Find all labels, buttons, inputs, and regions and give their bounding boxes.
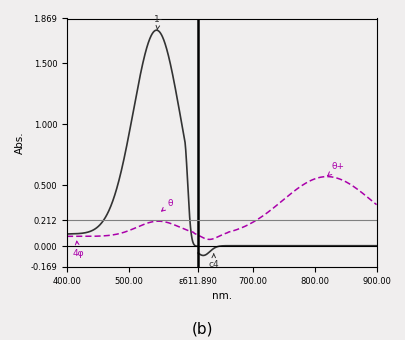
Y-axis label: Abs.: Abs. [15,131,25,154]
Text: 4φ: 4φ [72,241,84,258]
X-axis label: nm.: nm. [211,291,231,301]
Text: c4: c4 [208,254,219,269]
Text: (b): (b) [192,322,213,337]
Text: θ: θ [161,199,173,211]
Text: θ+: θ+ [327,162,344,176]
Text: 1-: 1- [154,16,163,30]
